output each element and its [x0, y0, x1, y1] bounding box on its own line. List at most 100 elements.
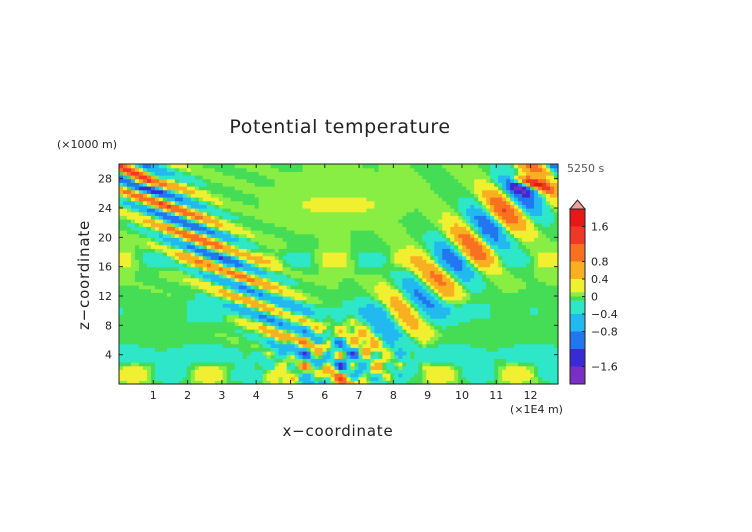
heatmap-cell — [138, 219, 144, 224]
heatmap-cell — [194, 376, 200, 381]
heatmap-cell — [522, 351, 527, 356]
heatmap-cell — [486, 233, 491, 238]
heatmap-cell — [126, 351, 132, 356]
heatmap-cell — [510, 266, 515, 271]
heatmap-cell — [186, 292, 192, 297]
heatmap-cell — [530, 233, 535, 238]
heatmap-cell — [394, 299, 399, 304]
heatmap-cell — [490, 281, 495, 286]
heatmap-cell — [450, 358, 455, 363]
heatmap-cell — [234, 321, 240, 326]
heatmap-cell — [306, 222, 312, 227]
heatmap-cell — [438, 380, 443, 385]
heatmap-cell — [258, 351, 264, 356]
heatmap-cell — [166, 303, 172, 308]
heatmap-cell — [458, 307, 463, 312]
heatmap-cell — [366, 347, 372, 352]
heatmap-cell — [198, 369, 204, 374]
heatmap-cell — [298, 332, 304, 337]
heatmap-cell — [370, 365, 376, 370]
heatmap-cell — [142, 215, 148, 220]
heatmap-cell — [254, 299, 260, 304]
heatmap-cell — [358, 281, 364, 286]
heatmap-cell — [534, 325, 539, 330]
heatmap-cell — [314, 233, 320, 238]
heatmap-cell — [134, 321, 140, 326]
heatmap-cell — [214, 329, 220, 334]
heatmap-cell — [186, 303, 192, 308]
heatmap-cell — [326, 340, 332, 345]
heatmap-cell — [478, 241, 483, 246]
heatmap-cell — [534, 380, 539, 385]
heatmap-cell — [222, 343, 228, 348]
heatmap-cell — [322, 274, 328, 279]
heatmap-cell — [346, 274, 352, 279]
heatmap-cell — [554, 255, 559, 260]
heatmap-cell — [246, 354, 252, 359]
heatmap-cell — [298, 314, 304, 319]
heatmap-cell — [146, 325, 152, 330]
heatmap-cell — [194, 358, 200, 363]
heatmap-cell — [542, 226, 547, 231]
heatmap-cell — [122, 314, 128, 319]
heatmap-cell — [470, 380, 475, 385]
heatmap-cell — [446, 351, 451, 356]
heatmap-cell — [150, 255, 156, 260]
heatmap-cell — [498, 321, 503, 326]
heatmap-cell — [482, 307, 487, 312]
heatmap-cell — [522, 299, 527, 304]
heatmap-cell — [178, 252, 184, 257]
heatmap-cell — [378, 274, 383, 279]
heatmap-cell — [162, 362, 168, 367]
heatmap-cell — [406, 336, 411, 341]
heatmap-cell — [326, 332, 332, 337]
heatmap-cell — [238, 259, 244, 264]
heatmap-cell — [426, 340, 431, 345]
heatmap-cell — [478, 314, 483, 319]
heatmap-cell — [498, 288, 503, 293]
heatmap-cell — [382, 288, 387, 293]
heatmap-cell — [406, 219, 411, 224]
heatmap-cell — [354, 340, 360, 345]
heatmap-cell — [490, 244, 495, 249]
heatmap-cell — [198, 274, 204, 279]
heatmap-cell — [538, 358, 543, 363]
heatmap-cell — [430, 233, 435, 238]
heatmap-cell — [414, 237, 419, 242]
heatmap-cell — [346, 373, 352, 378]
heatmap-cell — [394, 347, 399, 352]
heatmap-cell — [414, 362, 419, 367]
heatmap-cell — [494, 255, 499, 260]
heatmap-cell — [506, 373, 511, 378]
heatmap-cell — [546, 347, 551, 352]
heatmap-cell — [438, 277, 443, 282]
heatmap-cell — [290, 248, 296, 253]
heatmap-cell — [230, 285, 236, 290]
heatmap-cell — [346, 318, 352, 323]
heatmap-cell — [270, 285, 276, 290]
heatmap-cell — [119, 248, 124, 253]
heatmap-cell — [222, 296, 228, 301]
heatmap-cell — [414, 263, 419, 268]
heatmap-cell — [126, 321, 132, 326]
heatmap-cell — [186, 307, 192, 312]
heatmap-cell — [318, 376, 324, 381]
heatmap-cell — [426, 248, 431, 253]
heatmap-cell — [410, 310, 415, 315]
heatmap-cell — [378, 237, 383, 242]
heatmap-cell — [434, 222, 439, 227]
heatmap-cell — [350, 303, 356, 308]
heatmap-cell — [486, 314, 491, 319]
heatmap-cell — [454, 321, 459, 326]
heatmap-cell — [122, 244, 128, 249]
heatmap-cell — [474, 373, 479, 378]
heatmap-cell — [414, 318, 419, 323]
heatmap-cell — [350, 263, 356, 268]
heatmap-cell — [430, 219, 435, 224]
heatmap-cell — [482, 325, 487, 330]
heatmap-cell — [446, 362, 451, 367]
heatmap-cell — [174, 277, 180, 282]
heatmap-cell — [438, 303, 443, 308]
heatmap-cell — [534, 241, 539, 246]
heatmap-cell — [494, 347, 499, 352]
